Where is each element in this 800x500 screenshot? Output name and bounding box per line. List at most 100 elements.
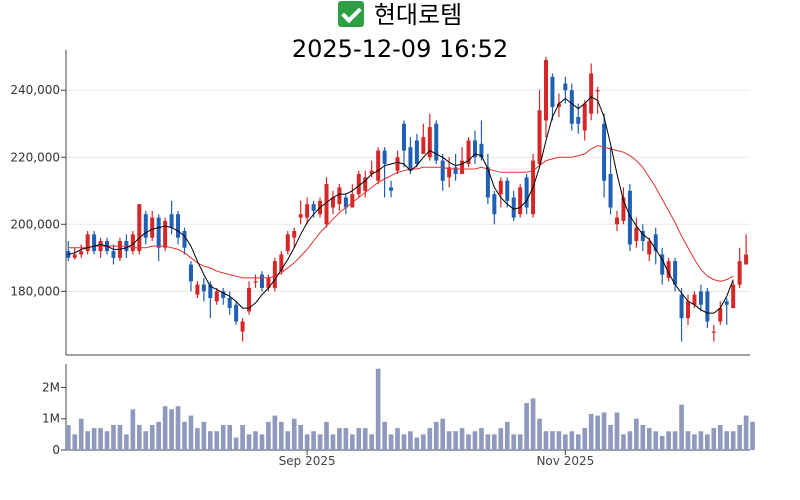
- candle: [537, 90, 542, 168]
- candle-body: [234, 304, 239, 322]
- candle-body: [447, 167, 452, 178]
- volume-bar: [421, 434, 426, 450]
- candle-body: [343, 197, 348, 208]
- volume-bar: [85, 431, 90, 450]
- candle-body: [614, 217, 619, 225]
- candle-body: [363, 177, 368, 191]
- candle: [602, 113, 607, 198]
- candle-body: [169, 214, 174, 228]
- volume-bar: [278, 421, 284, 450]
- volume-bar: [362, 428, 368, 450]
- volume-bar: [459, 428, 465, 450]
- volume-bar: [601, 412, 607, 450]
- candle-body: [240, 321, 245, 332]
- candle: [737, 247, 742, 288]
- candle-body: [92, 234, 97, 252]
- volume-bar: [311, 431, 316, 450]
- volume-bar: [646, 428, 652, 450]
- volume-bar: [253, 431, 258, 450]
- candle: [111, 244, 116, 265]
- candle-body: [608, 174, 613, 208]
- candle: [150, 210, 155, 242]
- volume-bar: [356, 428, 362, 450]
- candle-body: [350, 194, 355, 208]
- candle: [582, 100, 587, 141]
- candle-body: [647, 241, 652, 255]
- candle-body: [744, 254, 749, 265]
- candle: [356, 170, 361, 198]
- candle-body: [660, 254, 665, 275]
- volume-bar: [614, 412, 620, 450]
- volume-bar: [653, 431, 659, 450]
- candle-body: [72, 254, 77, 258]
- candle-body: [214, 291, 219, 302]
- volume-tick-labels: 0 1M 2M: [42, 380, 66, 457]
- volume-bar: [285, 431, 291, 450]
- candle-body: [85, 234, 90, 252]
- volume-bars: [65, 368, 755, 450]
- candle-body: [711, 331, 716, 333]
- candle: [401, 120, 406, 168]
- volume-bar: [72, 434, 78, 450]
- candle-body: [227, 298, 232, 309]
- candle-body: [137, 204, 142, 252]
- candle-body: [492, 194, 497, 215]
- check-mark-icon: [337, 1, 364, 27]
- candle: [550, 73, 555, 121]
- candle: [311, 200, 316, 218]
- volume-bar: [162, 406, 168, 450]
- volume-bar: [343, 428, 349, 450]
- candle-body: [330, 197, 335, 208]
- candle: [492, 190, 497, 225]
- candle-body: [440, 160, 445, 181]
- volume-bar: [724, 431, 730, 450]
- candle: [227, 291, 232, 315]
- volume-bar: [324, 421, 329, 450]
- candle-body: [498, 180, 503, 195]
- volume-bar: [750, 421, 755, 450]
- candle: [414, 133, 419, 168]
- volume-bar: [291, 418, 297, 450]
- candle-body: [337, 187, 342, 205]
- candle: [201, 277, 206, 302]
- candle: [511, 190, 516, 221]
- candle-body: [111, 251, 116, 258]
- volume-bar: [408, 431, 413, 450]
- candle-body: [718, 308, 723, 322]
- candle-body: [150, 217, 155, 238]
- candle-body: [247, 287, 252, 312]
- candle-body: [563, 83, 568, 91]
- candle: [208, 281, 213, 319]
- candle-body: [176, 214, 181, 238]
- candle-body: [576, 117, 581, 124]
- volume-bar: [427, 428, 433, 450]
- candle: [156, 214, 161, 262]
- volume-bar: [466, 434, 471, 450]
- volume-bar: [201, 421, 207, 450]
- volume-bar: [472, 431, 478, 450]
- x-tick-label: Sep 2025: [279, 454, 336, 468]
- volume-bar: [246, 434, 252, 450]
- candle: [440, 153, 445, 191]
- volume-bar: [188, 415, 194, 450]
- volume-bar: [563, 434, 568, 450]
- candle-body: [731, 284, 736, 309]
- candle-body: [582, 103, 587, 131]
- candle-body: [485, 167, 490, 198]
- candle-body: [311, 204, 316, 211]
- candle-body: [305, 204, 310, 218]
- candle: [460, 147, 465, 175]
- volume-bar: [117, 424, 123, 450]
- candle: [272, 257, 277, 292]
- candle: [376, 147, 381, 185]
- volume-bar: [698, 431, 704, 450]
- candle-body: [259, 274, 264, 288]
- volume-tick-label: 0: [52, 443, 60, 457]
- candle: [731, 281, 736, 309]
- candle-body: [543, 60, 548, 121]
- candle: [350, 184, 355, 208]
- candle-body: [589, 73, 594, 114]
- candle: [214, 287, 219, 305]
- ma20-line: [68, 144, 734, 282]
